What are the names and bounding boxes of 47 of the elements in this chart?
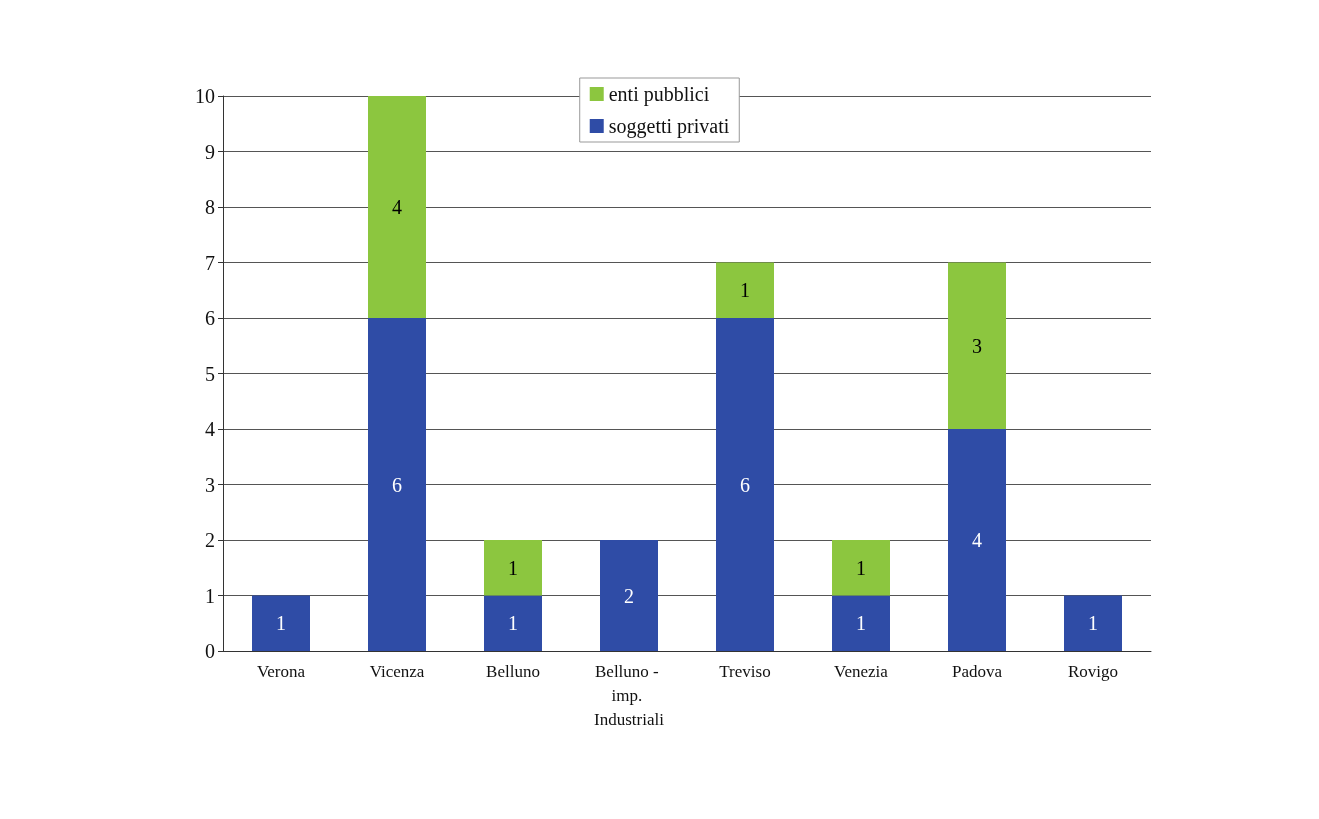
y-tick-label: 0	[205, 640, 215, 662]
x-tick-label: Belluno - imp. Industriali	[594, 661, 665, 729]
data-label: 1	[856, 612, 866, 635]
bar	[368, 96, 426, 318]
y-tick-label: 6	[205, 307, 215, 329]
data-label: 1	[1088, 612, 1098, 635]
bar	[1064, 595, 1122, 651]
bar	[832, 595, 890, 651]
bar	[484, 595, 542, 651]
x-tick-label: Verona	[256, 661, 306, 681]
x-tick-label: Padova	[951, 661, 1003, 681]
x-tick-label: Treviso	[719, 661, 771, 681]
bar	[832, 540, 890, 596]
data-label: 3	[972, 334, 982, 357]
y-tick-label: 8	[205, 196, 215, 218]
bar	[484, 540, 542, 596]
bar	[948, 262, 1006, 429]
y-tick-label: 1	[205, 584, 215, 607]
bar	[716, 318, 774, 651]
legend-label: enti pubblici	[608, 83, 710, 106]
data-label: 6	[740, 473, 750, 496]
x-tick-label: Vicenza	[369, 661, 425, 681]
bar	[368, 318, 426, 651]
x-tick-label: Rovigo	[1067, 661, 1119, 681]
y-tick-label: 10	[195, 85, 215, 107]
x-tick-label: Venezia	[834, 661, 889, 681]
data-label: 1	[276, 612, 286, 635]
y-tick-label: 9	[205, 140, 215, 163]
data-label: 2	[624, 584, 634, 607]
y-tick-label: 3	[205, 473, 215, 496]
x-tick-label: Belluno	[486, 661, 540, 681]
bar	[948, 429, 1006, 651]
bar	[252, 595, 310, 651]
data-label: 1	[508, 612, 518, 635]
data-label: 1	[856, 556, 866, 579]
y-tick-label: 7	[205, 251, 215, 274]
y-tick-label: 2	[205, 529, 215, 551]
bar	[716, 262, 774, 318]
data-label: 1	[508, 556, 518, 579]
legend-label: soggetti privati	[608, 115, 730, 138]
data-label: 4	[972, 529, 982, 551]
data-label: 6	[392, 473, 402, 496]
data-label: 4	[392, 196, 402, 218]
y-tick-label: 5	[205, 362, 215, 385]
data-label: 1	[740, 279, 750, 302]
y-tick-label: 4	[205, 418, 215, 440]
bar	[600, 540, 658, 651]
